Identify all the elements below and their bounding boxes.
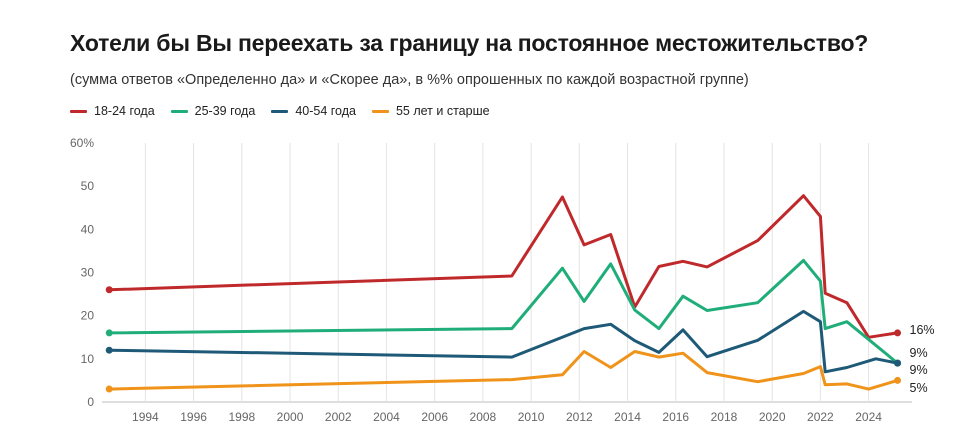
y-tick-label: 30 <box>81 266 95 280</box>
legend-swatch-18-24 <box>70 109 87 113</box>
series-end-label-25-39: 9% <box>910 346 928 360</box>
x-tick-label: 2002 <box>325 410 352 424</box>
y-tick-label: 40 <box>81 222 95 236</box>
series-line-55-plus <box>107 350 899 391</box>
x-tick-label: 2000 <box>277 410 304 424</box>
x-axis-ticks: 1994 1996 1998 2000 2002 2004 2006 2008 2010 2012… <box>132 410 882 424</box>
legend-item-25-39: 25-39 года <box>170 104 256 118</box>
series-end-dots <box>105 286 902 393</box>
y-tick-label: 50 <box>81 179 95 193</box>
legend-label-40-54: 40-54 года <box>295 104 356 118</box>
series-start-dot-18-24 <box>105 286 113 294</box>
x-tick-label: 2006 <box>421 410 448 424</box>
series-end-dot-55-plus <box>894 376 902 384</box>
gridlines <box>102 143 912 403</box>
series-end-dot-40-54 <box>894 359 902 367</box>
x-tick-label: 2008 <box>470 410 497 424</box>
series-end-label-18-24: 16% <box>910 323 935 337</box>
series-start-dot-55-plus <box>105 385 113 393</box>
y-tick-label: 0 <box>87 395 94 409</box>
legend-label-55-plus: 55 лет и старше <box>395 104 490 118</box>
y-tick-label: 60% <box>70 136 94 150</box>
series-end-dot-18-24 <box>894 329 902 337</box>
series-line-18-24 <box>107 194 899 339</box>
series-line-40-54 <box>107 309 899 374</box>
series-line-25-39 <box>107 258 899 365</box>
x-tick-label: 2010 <box>518 410 545 424</box>
x-tick-label: 1994 <box>132 410 159 424</box>
legend-item-18-24: 18-24 года <box>70 104 155 118</box>
legend-swatch-25-39 <box>170 109 188 113</box>
legend-item-55-plus: 55 лет и старше <box>371 104 490 118</box>
series-end-label-55-plus: 5% <box>910 381 928 395</box>
series-end-labels: 16% 9% 9% 5% <box>910 323 935 395</box>
x-tick-label: 2016 <box>662 410 689 424</box>
x-tick-label: 2004 <box>373 410 400 424</box>
x-tick-label: 2018 <box>711 410 738 424</box>
x-tick-label: 2012 <box>566 410 593 424</box>
y-tick-label: 10 <box>81 352 95 366</box>
chart-subtitle: (сумма ответов «Определенно да» и «Скоре… <box>70 72 749 88</box>
x-tick-label: 2024 <box>855 410 882 424</box>
y-tick-label: 20 <box>81 309 95 323</box>
legend-swatch-40-54 <box>271 109 289 113</box>
x-tick-label: 1998 <box>228 410 255 424</box>
series-start-dot-25-39 <box>105 329 113 337</box>
x-tick-label: 2022 <box>807 410 834 424</box>
legend-label-25-39: 25-39 года <box>194 104 256 118</box>
x-tick-label: 2020 <box>759 410 786 424</box>
series-lines <box>107 194 899 391</box>
x-tick-label: 2014 <box>614 410 641 424</box>
legend-item-40-54: 40-54 года <box>271 104 356 118</box>
legend-swatch-55-plus <box>371 109 389 113</box>
chart-title: Хотели бы Вы переехать за границу на пос… <box>70 30 869 56</box>
y-axis-ticks: 0 10 20 30 40 50 60% <box>70 136 94 409</box>
x-tick-label: 1996 <box>180 410 207 424</box>
legend-label-18-24: 18-24 года <box>94 104 155 118</box>
series-start-dot-40-54 <box>105 346 113 354</box>
legend: 18-24 года 25-39 года 40-54 года 55 лет … <box>70 104 490 118</box>
series-end-label-40-54: 9% <box>910 363 928 377</box>
